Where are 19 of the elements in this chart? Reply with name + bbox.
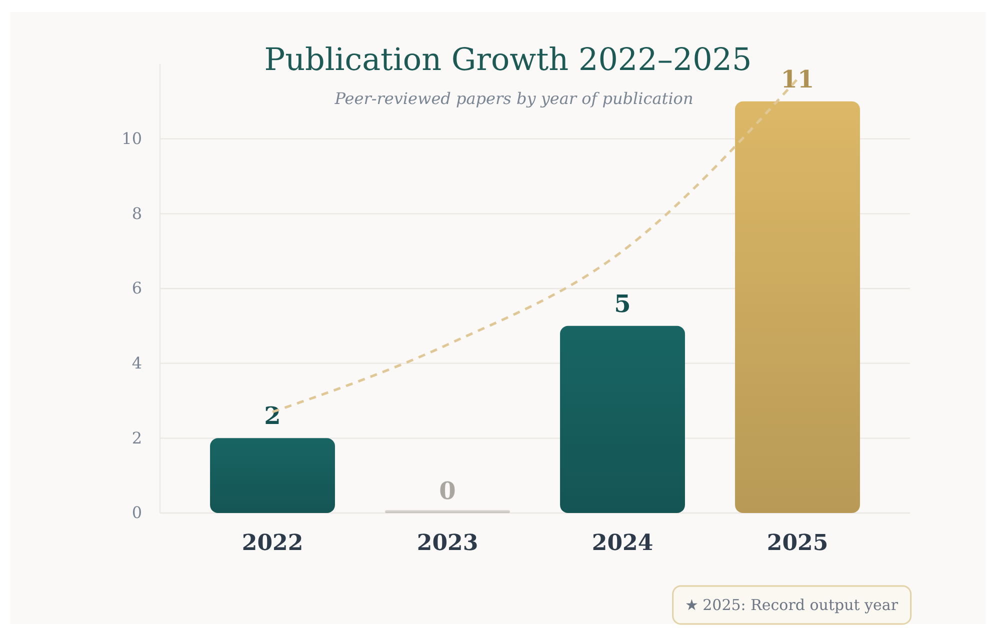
bar	[210, 438, 335, 513]
data-label: 5	[614, 288, 631, 318]
bar	[560, 326, 685, 513]
x-tick-label: 2025	[766, 530, 828, 556]
y-tick-label: 4	[132, 353, 142, 372]
data-label: 11	[780, 64, 814, 94]
chart-title: Publication Growth 2022–2025	[264, 42, 752, 78]
text: ★ 2025: Record output year	[684, 596, 899, 614]
text: Peer-reviewed papers by year of publication	[334, 89, 694, 108]
y-tick-label: 6	[132, 278, 142, 298]
x-tick-label: 2024	[592, 530, 654, 556]
y-tick-label: 0	[132, 503, 142, 522]
data-label: 0	[439, 476, 456, 505]
y-tick-label: 8	[132, 204, 142, 223]
y-tick-label: 2	[132, 428, 142, 448]
y-tick-label: 10	[122, 128, 142, 148]
x-tick-label: 2022	[242, 530, 304, 556]
x-tick-label: 2023	[416, 530, 478, 556]
bar	[735, 101, 860, 513]
